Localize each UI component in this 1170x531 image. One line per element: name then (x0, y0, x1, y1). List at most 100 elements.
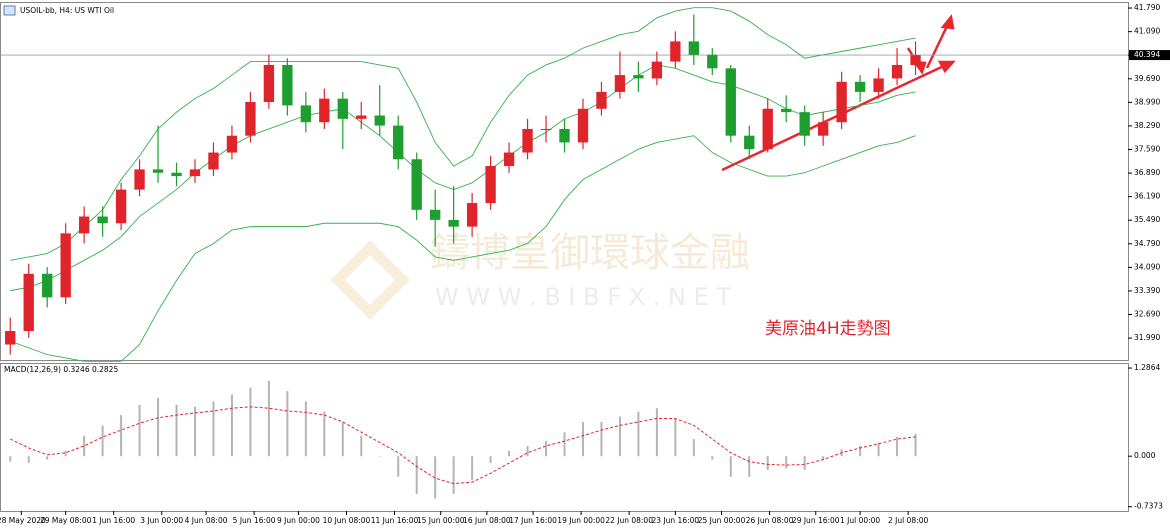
candle-body (356, 115, 367, 119)
candle-body (152, 169, 164, 173)
x-tick-label: 16 Jun 08:00 (463, 516, 511, 525)
y-tick-label: 35.490 (1134, 215, 1160, 224)
candle-body (651, 61, 663, 79)
candle-body (245, 102, 256, 136)
x-tick-label: 10 Jun 08:00 (323, 516, 371, 525)
macd-bar (618, 416, 621, 457)
candle-body (97, 216, 108, 224)
y-tick-label: 37.590 (1134, 145, 1160, 154)
candle-body (263, 64, 275, 103)
macd-bar (46, 456, 49, 460)
candle-body (725, 68, 736, 136)
macd-bar (655, 408, 658, 457)
candle-body (42, 273, 53, 298)
macd-bar (859, 445, 862, 457)
y-tick-label: 38.990 (1134, 97, 1160, 106)
y-tick-label: 34.790 (1134, 239, 1160, 248)
candle-body (799, 112, 810, 136)
macd-bar (600, 421, 603, 457)
x-tick-label: 17 Jun 16:00 (509, 516, 557, 525)
candle-body (411, 159, 422, 210)
y-tick-label: 41.790 (1134, 3, 1160, 12)
macd-bar (120, 415, 123, 457)
candle-body (836, 81, 847, 123)
annotation: 美原油4H走勢图 (765, 319, 891, 339)
x-tick-label: 5 Jun 16:00 (233, 516, 276, 525)
watermark-name: 鑄博皇御環球金融 (430, 230, 750, 276)
candle-body (503, 152, 515, 167)
macd-bar (637, 411, 640, 457)
macd-bar (27, 456, 30, 464)
x-tick-label: 4 Jun 08:00 (185, 516, 228, 525)
candle-body (5, 331, 16, 345)
bollinger-upper (10, 7, 916, 261)
macd-bar (803, 456, 806, 470)
candle-body (189, 169, 201, 177)
macd-bar (785, 456, 788, 469)
candle-body (337, 98, 348, 119)
x-tick-label: 28 May 2020 (0, 516, 46, 525)
watermark: 鑄博皇御環球金融 W W W . B I B F X . N E T (330, 230, 750, 320)
y-tick-label: 36.890 (1134, 168, 1160, 177)
watermark-logo (330, 240, 410, 320)
macd-bar (83, 435, 86, 457)
y-tick-label: 36.190 (1134, 192, 1160, 201)
macd-bar (212, 401, 215, 457)
x-tick-label: 29 Jun 16:00 (792, 516, 840, 525)
y-tick-label: 34.090 (1134, 262, 1160, 271)
candle-body (23, 273, 34, 332)
y-tick-label: 41.090 (1134, 27, 1160, 36)
x-tick-label: 26 Jun 08:00 (746, 516, 794, 525)
chart-title: USOIL-bb, H4: US WTI Oil (20, 6, 114, 15)
candle-body (522, 128, 533, 153)
macd-bar (64, 450, 67, 457)
price-label: 40.394 (1134, 50, 1160, 59)
x-tick-label: 9 Jun 00:00 (277, 516, 320, 525)
watermark-url: W W W . B I B F X . N E T (435, 283, 731, 311)
macd-bar (729, 456, 732, 477)
macd-frame (0, 363, 1129, 512)
bollinger-lower (10, 135, 916, 362)
candle-body (891, 64, 903, 79)
macd-title: MACD(12,26,9) 0.3246 0.2825 (4, 365, 118, 374)
x-tick-label: 2 Jul 08:00 (888, 516, 928, 525)
candle-body (596, 91, 607, 109)
macd-bar (545, 441, 548, 457)
candle-body (226, 135, 238, 153)
arrow-head (940, 14, 955, 30)
candle-body (910, 55, 921, 65)
macd-bar (304, 401, 307, 457)
macd-bar (101, 425, 104, 457)
candle-body (393, 125, 404, 160)
macd-bar (877, 442, 880, 457)
candle-body (707, 54, 718, 69)
candle-body (781, 108, 792, 113)
y-tick-label: 38.290 (1134, 121, 1160, 130)
candle-body (744, 135, 755, 150)
candle-body (115, 189, 127, 224)
macd-bar (914, 433, 917, 457)
y-tick-label: 31.990 (1134, 333, 1160, 342)
macd-bar (230, 394, 233, 457)
candle-body (171, 172, 182, 177)
x-tick-label: 19 Jun 00:00 (557, 516, 605, 525)
candle-body (60, 233, 71, 298)
y-tick-label: 0.000 (1134, 451, 1156, 460)
bollinger-middle (10, 64, 916, 292)
candle-body (485, 166, 496, 204)
macd-bar (286, 391, 289, 457)
x-tick-label: 25 Jun 00:00 (698, 516, 746, 525)
candle-body (633, 75, 644, 79)
candle-body (873, 78, 884, 92)
trend-line (721, 62, 949, 172)
x-tick-label: 23 Jun 16:00 (652, 516, 700, 525)
candle-body (78, 216, 90, 234)
macd-bar (415, 456, 418, 494)
macd-bar (748, 456, 751, 477)
macd-bar (138, 404, 141, 457)
candle-body (670, 41, 681, 62)
trend-lines (721, 14, 956, 172)
candle-body (762, 108, 773, 150)
candle-body (577, 108, 589, 143)
macd-bar (581, 421, 584, 457)
